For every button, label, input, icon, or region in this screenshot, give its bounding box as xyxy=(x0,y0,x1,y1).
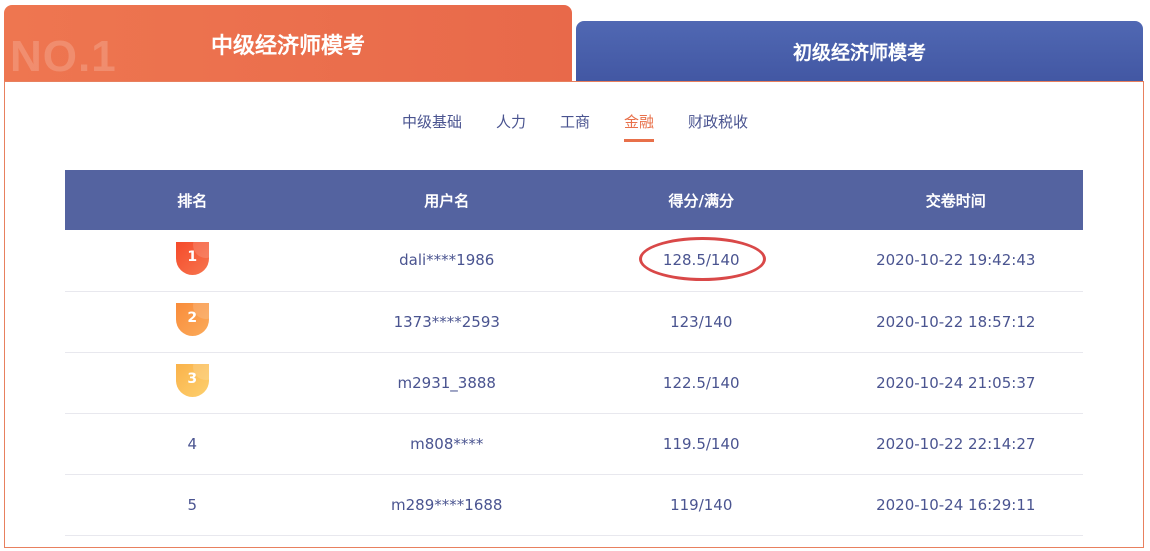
submit-time: 2020-10-24 21:05:37 xyxy=(828,352,1083,414)
subtab-business[interactable]: 工商 xyxy=(559,113,590,131)
no1-watermark: NO.1 xyxy=(10,32,117,81)
subtab-tax[interactable]: 财政税收 xyxy=(688,113,749,131)
tab-intermediate-exam[interactable]: NO.1 中级经济师模考 xyxy=(4,5,572,82)
header-rank: 排名 xyxy=(65,170,320,230)
username: m808**** xyxy=(319,413,574,475)
table-row: 4 m808**** 119.5/140 2020-10-22 22:14:27 xyxy=(65,413,1083,475)
header-user: 用户名 xyxy=(319,170,574,230)
score: 122.5/140 xyxy=(574,352,829,414)
tab-label: 初级经济师模考 xyxy=(792,42,926,64)
table-header: 排名 用户名 得分/满分 交卷时间 xyxy=(65,170,1083,230)
score-circled: 128.5/140 xyxy=(639,237,766,282)
table-row: 3 m2931_3888 122.5/140 2020-10-24 21:05:… xyxy=(65,352,1083,414)
subtab-finance[interactable]: 金融 xyxy=(624,111,655,142)
subtab-basics[interactable]: 中级基础 xyxy=(401,113,462,131)
username: m289****1688 xyxy=(319,474,574,536)
table-row: 5 m289****1688 119/140 2020-10-24 16:29:… xyxy=(65,474,1083,536)
username: dali****1986 xyxy=(319,230,574,292)
username: m2931_3888 xyxy=(319,352,574,414)
rank-medal-gold: 1 xyxy=(175,241,209,275)
submit-time: 2020-10-24 16:29:11 xyxy=(828,474,1083,536)
score: 119.5/140 xyxy=(574,413,829,475)
header-time: 交卷时间 xyxy=(828,170,1083,230)
rank: 4 xyxy=(65,413,320,475)
submit-time: 2020-10-22 22:14:27 xyxy=(828,413,1083,475)
submit-time: 2020-10-22 19:42:43 xyxy=(828,230,1083,292)
score: 123/140 xyxy=(574,291,829,353)
score: 119/140 xyxy=(574,474,829,536)
tab-junior-exam[interactable]: 初级经济师模考 xyxy=(576,21,1143,82)
header-score: 得分/满分 xyxy=(574,170,829,230)
rank: 5 xyxy=(65,474,320,536)
table-row: 2 1373****2593 123/140 2020-10-22 18:57:… xyxy=(65,291,1083,353)
ranking-table: 排名 用户名 得分/满分 交卷时间 1 dali****1986 128.5/1… xyxy=(65,170,1083,536)
content-panel xyxy=(4,81,1144,548)
rank-medal-bronze: 3 xyxy=(175,364,209,397)
subtab-hr[interactable]: 人力 xyxy=(495,113,526,131)
submit-time: 2020-10-22 18:57:12 xyxy=(828,291,1083,353)
username: 1373****2593 xyxy=(319,291,574,353)
tab-label: 中级经济师模考 xyxy=(210,33,365,59)
rank-medal-silver: 2 xyxy=(175,303,209,336)
subject-tabs: 中级基础 人力 工商 金融 财政税收 xyxy=(0,111,1150,142)
table-row: 1 dali****1986 128.5/140 2020-10-22 19:4… xyxy=(65,230,1083,292)
